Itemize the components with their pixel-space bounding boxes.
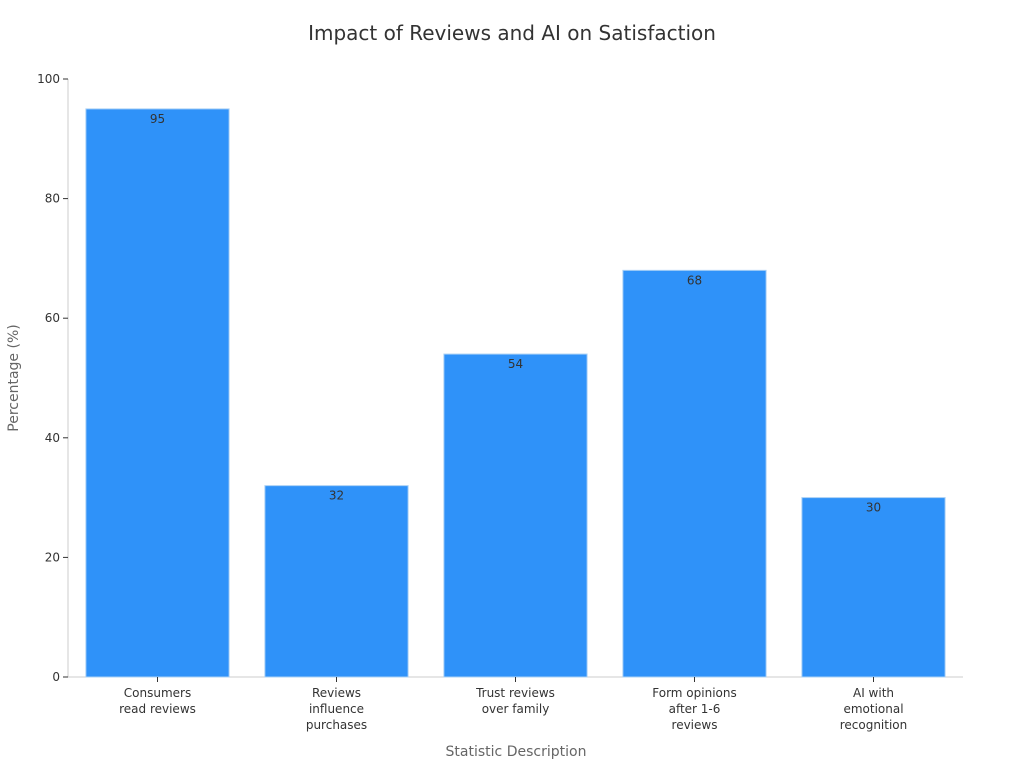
x-tick-label: AI with emotional recognition bbox=[840, 686, 908, 732]
bar bbox=[85, 108, 230, 678]
x-tick-label: Consumers read reviews bbox=[119, 686, 196, 716]
bar bbox=[443, 353, 588, 678]
data-label: 32 bbox=[329, 489, 344, 503]
data-label: 68 bbox=[687, 273, 702, 287]
chart-title: Impact of Reviews and AI on Satisfaction bbox=[308, 21, 716, 45]
y-tick-label: 100 bbox=[37, 72, 60, 86]
data-label: 30 bbox=[866, 501, 881, 515]
y-tick-label: 80 bbox=[45, 192, 60, 206]
y-axis-label: Percentage (%) bbox=[6, 324, 22, 431]
y-tick-label: 0 bbox=[52, 670, 60, 684]
y-tick-label: 60 bbox=[45, 311, 60, 325]
x-tick-label: Reviews influence purchases bbox=[306, 686, 367, 732]
x-tick-label: Form opinions after 1-6 reviews bbox=[652, 686, 736, 732]
data-label: 95 bbox=[150, 112, 165, 126]
x-tick-label: Trust reviews over family bbox=[475, 686, 555, 716]
bar bbox=[264, 485, 409, 678]
data-label: 54 bbox=[508, 357, 523, 371]
y-tick-label: 20 bbox=[45, 550, 60, 564]
y-tick-label: 40 bbox=[45, 431, 60, 445]
x-axis-label: Statistic Description bbox=[446, 744, 587, 760]
bar bbox=[622, 269, 767, 678]
bar bbox=[801, 497, 946, 678]
